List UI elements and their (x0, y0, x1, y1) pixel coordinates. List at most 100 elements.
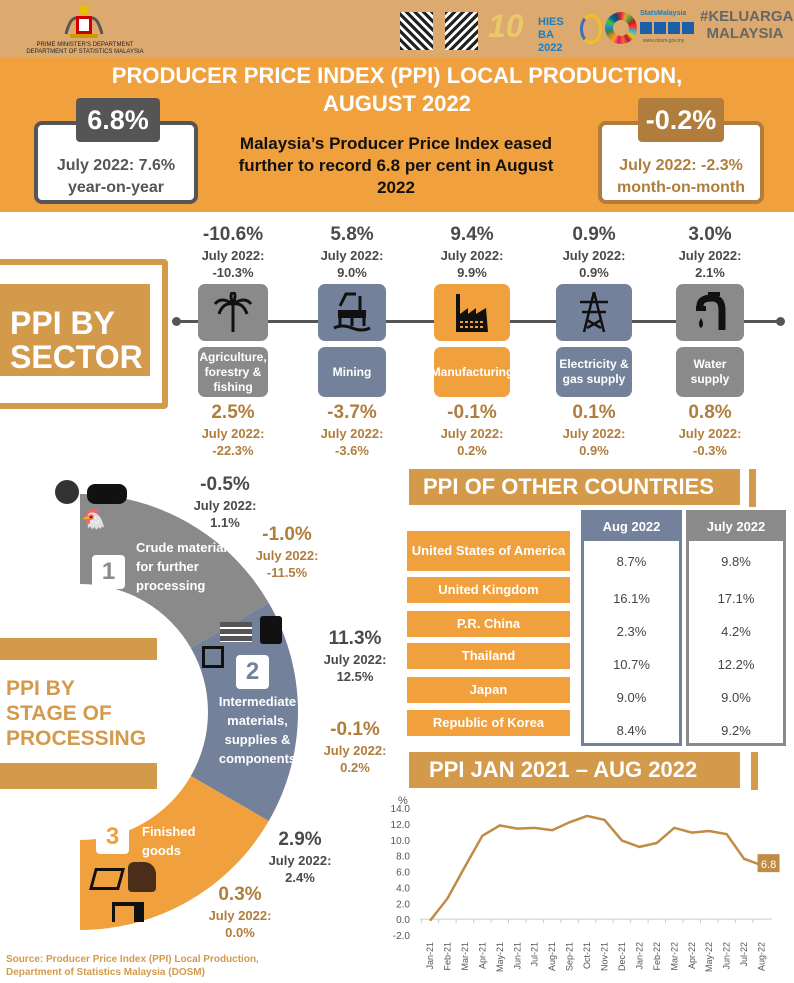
stage-yoy: 2.9% July 2022: 2.4% (268, 829, 332, 885)
x-tick-label: Jan-21 (425, 942, 435, 970)
stage-number: 3 (96, 820, 129, 854)
y-tick-label: 6.0 (396, 868, 410, 879)
y-tick-label: 8.0 (396, 852, 410, 863)
jul-value: 12.2% (717, 657, 755, 672)
yoy-prev: July 2022: 7.6% (56, 157, 176, 174)
stage-mom: -1.0% July 2022: -11.5% (255, 524, 319, 580)
sector-yoy: 5.8% July 2022: 9.0% (320, 224, 384, 280)
factory-icon (456, 294, 488, 332)
sdg-wheel-icon (605, 12, 637, 44)
stage-mom: 0.3% July 2022: 0.0% (208, 884, 272, 940)
sector-icon-card[interactable] (434, 284, 510, 341)
x-tick-label: Jan-22 (634, 942, 644, 970)
jul-value: 17.1% (717, 591, 755, 606)
stage-bar-bottom (0, 763, 157, 789)
dept-line1: PRIME MINISTER'S DEPARTMENT (36, 42, 134, 48)
sector-label: Water supply (676, 347, 744, 397)
facebook-icon[interactable] (640, 22, 652, 34)
y-tick-label: 12.0 (391, 820, 411, 831)
country-label: Japan (407, 677, 570, 703)
jul-value: 9.0% (721, 690, 751, 705)
y-tick-label: 0.0 (396, 915, 410, 926)
timeline-dot (776, 317, 785, 326)
oil-tanker-icon (87, 484, 127, 504)
x-tick-label: Sep-21 (565, 942, 575, 971)
stage-segment (80, 494, 269, 648)
last-value-label: 6.8 (761, 859, 776, 871)
stage-label: Intermediate materials, supplies & compo… (218, 694, 297, 766)
palm-tree-icon (213, 290, 253, 332)
stage-label: Crude materials for further processing (136, 540, 235, 593)
x-tick-label: Aug-22 (757, 942, 767, 971)
jerrycan-icon (260, 616, 282, 644)
youtube-icon[interactable] (682, 22, 694, 34)
ppi-line-chart: %14.0 12.0 10.0 8.0 6.0 4.0 2.0 0.0 -2.0 Jan-21 Fe… (391, 795, 780, 972)
sector-yoy: 3.0% July 2022: 2.1% (678, 224, 742, 280)
aug-value: 16.1% (613, 591, 650, 606)
mom-label: month-on-month (617, 179, 745, 196)
aug-value: 2.3% (616, 624, 647, 639)
x-tick-label: Oct-21 (582, 942, 592, 969)
stage-number: 1 (92, 555, 125, 589)
title-accent (751, 752, 758, 790)
microchip-icon (202, 646, 224, 668)
twitter-icon[interactable] (668, 22, 680, 34)
sector-label: Mining (318, 347, 386, 397)
jul-value: 4.2% (721, 624, 751, 639)
sector-mom: 0.1% July 2022: 0.9% (562, 402, 626, 458)
sector-icon-card[interactable] (198, 284, 268, 341)
sector-title: PPI BY SECTOR (0, 284, 150, 376)
x-tick-label: Feb-22 (652, 942, 662, 971)
countries-title: PPI OF OTHER COUNTRIES (409, 469, 740, 505)
chart-title: PPI JAN 2021 – AUG 2022 (409, 752, 740, 788)
census-logo-icon (580, 14, 602, 44)
x-tick-label: May-21 (495, 942, 505, 972)
sector-icon-card[interactable] (556, 284, 632, 341)
country-label: Republic of Korea (407, 710, 570, 736)
x-tick-label: Jun-22 (722, 942, 732, 970)
source-note: Source: Producer Price Index (PPI) Local… (6, 954, 259, 978)
x-tick-label: Apr-21 (477, 942, 487, 969)
statsmalaysia-label: StatsMalaysia (640, 10, 687, 17)
laptop-icon (89, 868, 125, 890)
timeline-dot (172, 317, 181, 326)
country-label: United States of America (407, 531, 570, 571)
qr-code-icon[interactable] (400, 12, 433, 50)
y-tick-label: 10.0 (391, 836, 411, 847)
x-tick-label: Dec-21 (617, 942, 627, 971)
sector-mom: -0.1% July 2022: 0.2% (440, 402, 504, 458)
sector-icon-card[interactable] (318, 284, 386, 341)
sector-yoy: -10.6% July 2022: -10.3% (201, 224, 265, 280)
water-tap-icon (696, 292, 726, 330)
sector-mom: 0.8% July 2022: -0.3% (678, 402, 742, 458)
stage-yoy: -0.5% July 2022: 1.1% (193, 474, 257, 530)
aug-header: Aug 2022 (584, 513, 679, 541)
stage-label: Finished goods (142, 824, 196, 858)
sector-label: Electricity & gas supply (556, 347, 632, 397)
sector-label: Agriculture, forestry & fishing (198, 347, 268, 397)
jul-column: July 2022 9.8% 17.1% 4.2% 12.2% 9.0% 9.2% (686, 510, 786, 746)
mom-value: -0.2% (638, 98, 724, 142)
sector-mom: -3.7% July 2022: -3.6% (320, 402, 384, 458)
sector-icon-card[interactable] (676, 284, 744, 341)
sector-yoy: 0.9% July 2022: 0.9% (562, 224, 626, 280)
x-tick-label: Mar-22 (669, 942, 679, 971)
malaysia-crest-icon (62, 4, 106, 40)
qr-code-facebook-icon[interactable] (445, 12, 478, 50)
timber-icon (220, 622, 252, 642)
last-value-label-bg (757, 854, 780, 873)
gloves-icon (128, 862, 156, 892)
palm-fruit-icon (55, 480, 79, 504)
jul-value: 9.2% (721, 723, 751, 738)
country-label: P.R. China (407, 611, 570, 637)
x-tick-label: Jun-21 (512, 942, 522, 970)
instagram-icon[interactable] (654, 22, 666, 34)
keluarga-malaysia-logo: #KELUARGA MALAYSIA (700, 8, 794, 42)
y-tick-label: 2.0 (396, 899, 410, 910)
summary-text: Malaysia’s Producer Price Index eased fu… (238, 134, 554, 197)
social-icons[interactable] (640, 22, 694, 34)
sector-label: Manufacturing (431, 347, 513, 397)
aug-value: 10.7% (613, 657, 650, 672)
y-tick-label: 4.0 (396, 883, 410, 894)
x-tick-label: Aug-21 (547, 942, 557, 971)
